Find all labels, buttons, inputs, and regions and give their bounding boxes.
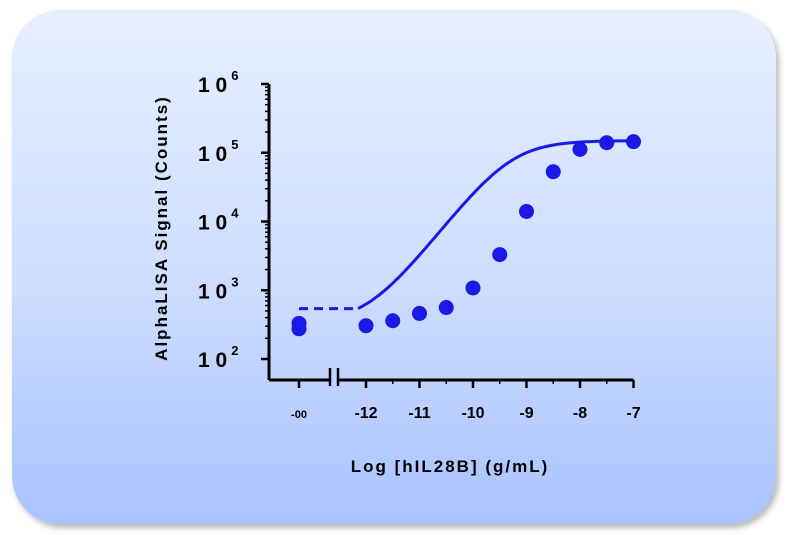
data-point — [492, 247, 508, 263]
x-tick-label: -7 — [626, 405, 640, 422]
x-tick-label: -12 — [354, 405, 377, 422]
fit-curve-layer — [299, 139, 634, 311]
data-point — [438, 300, 454, 316]
chart-card — [12, 10, 776, 524]
x-axis-label: Log [hIL28B] (g/mL) — [351, 457, 550, 476]
data-point — [519, 203, 534, 219]
y-tick-exponent: 4 — [231, 206, 239, 221]
data-point — [572, 141, 588, 157]
data-points-layer — [291, 134, 641, 337]
y-tick-exponent: 3 — [231, 274, 238, 289]
data-point — [385, 313, 401, 329]
x-tick-label: -11 — [408, 405, 430, 422]
baseline-data-point — [291, 321, 307, 337]
data-point — [412, 305, 427, 321]
fit-curve — [357, 139, 634, 310]
x-tick-label: -8 — [573, 405, 587, 422]
axes — [261, 82, 635, 388]
data-point — [545, 164, 561, 180]
data-point — [465, 280, 481, 296]
x-tick-label: -9 — [519, 405, 533, 422]
x-tick-label: -10 — [461, 405, 484, 422]
y-axis-label: AlphaLISA Signal (Counts) — [152, 95, 171, 361]
y-tick-exponent: 2 — [231, 343, 238, 358]
tick-labels-layer: 1 0 2 1 0 3 1 0 4 1 0 5 1 0 6 -00 -12 -11 -10 -9 -8 -7 — [198, 68, 641, 422]
x-tick-label: -00 — [291, 409, 307, 421]
y-tick-exponent: 6 — [231, 68, 238, 83]
y-tick-exponent: 5 — [231, 137, 238, 152]
data-point — [626, 134, 641, 150]
data-point — [358, 318, 374, 334]
data-point — [599, 135, 615, 151]
